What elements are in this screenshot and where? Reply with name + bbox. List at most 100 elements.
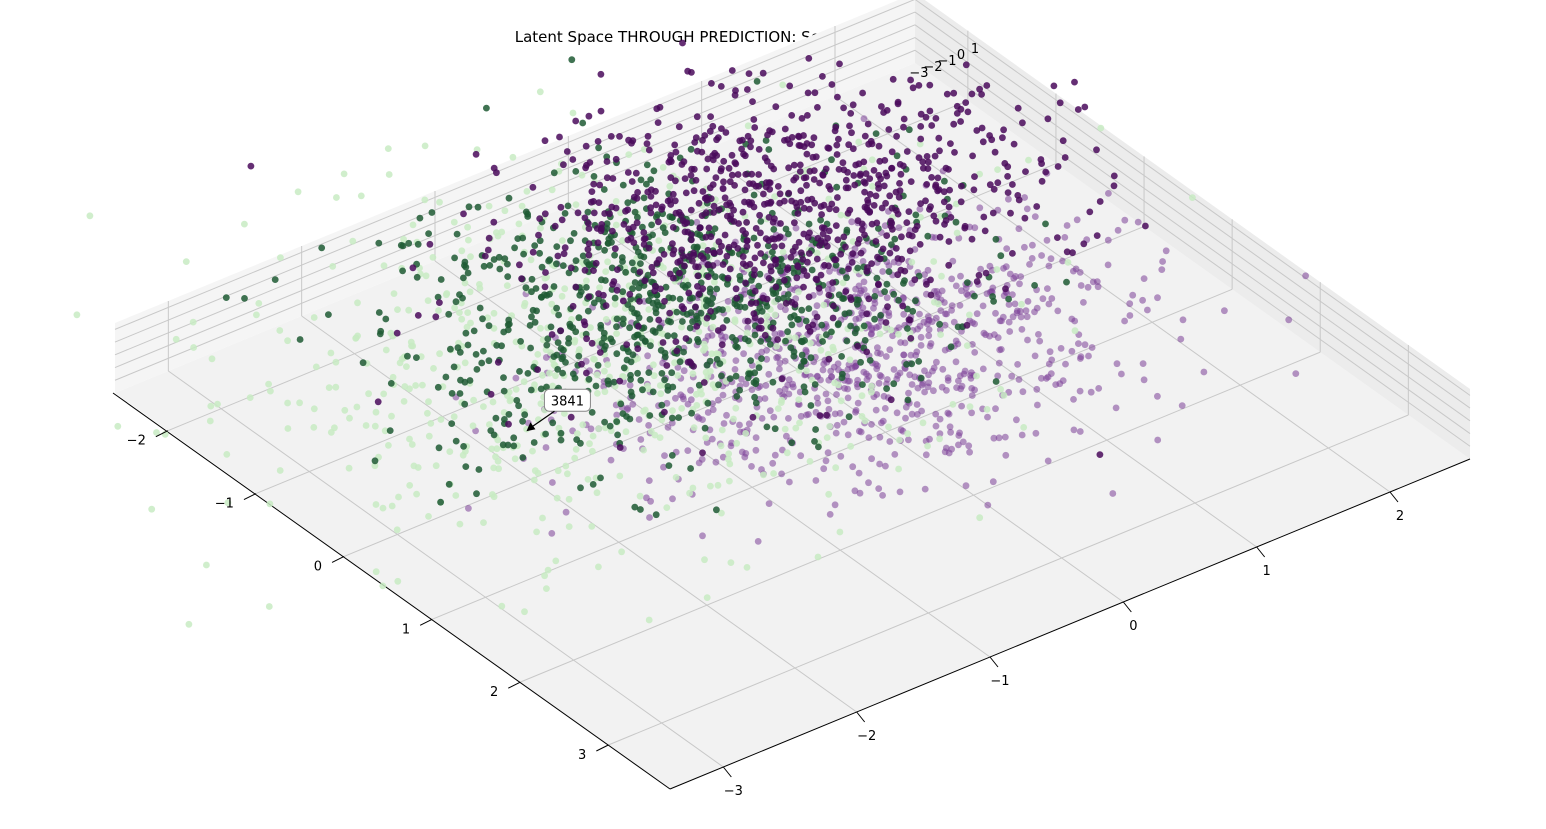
data-point xyxy=(928,174,935,181)
data-point xyxy=(222,294,230,301)
data-point xyxy=(613,411,621,419)
data-point xyxy=(898,233,905,241)
data-point xyxy=(619,315,627,323)
data-point xyxy=(494,457,502,465)
data-point xyxy=(630,266,638,274)
data-point xyxy=(701,344,709,352)
data-point xyxy=(792,174,800,182)
data-point xyxy=(752,446,760,454)
data-point xyxy=(761,331,769,339)
data-point xyxy=(658,206,665,213)
data-point xyxy=(989,478,997,486)
data-point xyxy=(601,210,609,217)
data-point xyxy=(852,362,860,370)
data-point xyxy=(681,175,689,183)
data-point xyxy=(800,267,808,275)
data-point xyxy=(569,156,577,163)
data-point xyxy=(833,391,840,398)
data-point xyxy=(602,316,610,323)
y-tick-mark xyxy=(1256,546,1266,558)
data-point xyxy=(859,258,867,265)
y-tick-mark xyxy=(1122,601,1132,613)
data-point xyxy=(961,367,969,375)
data-point xyxy=(695,328,703,336)
data-point xyxy=(844,385,851,393)
data-point xyxy=(1025,156,1032,164)
data-point xyxy=(590,209,598,217)
data-point xyxy=(914,411,921,418)
data-point xyxy=(585,293,593,300)
data-point xyxy=(547,323,555,331)
data-point xyxy=(917,200,924,208)
data-point xyxy=(678,161,686,168)
data-point xyxy=(656,382,664,389)
data-point xyxy=(536,237,544,245)
data-point xyxy=(950,89,958,97)
data-point xyxy=(613,286,621,294)
data-point xyxy=(1077,282,1085,289)
data-point xyxy=(1015,225,1023,233)
data-point xyxy=(682,189,690,197)
data-point xyxy=(536,249,543,257)
data-point xyxy=(800,383,808,391)
data-point xyxy=(838,374,846,382)
data-point xyxy=(875,379,883,387)
data-point xyxy=(774,295,782,303)
data-point xyxy=(780,294,787,302)
data-point xyxy=(678,303,686,310)
data-point xyxy=(750,116,758,123)
data-point xyxy=(612,198,620,205)
data-point xyxy=(794,268,802,276)
data-point xyxy=(988,136,996,144)
data-point xyxy=(844,168,851,176)
data-point xyxy=(385,171,393,178)
data-point xyxy=(878,419,885,427)
data-point xyxy=(515,402,522,410)
data-point xyxy=(896,488,904,496)
data-point xyxy=(990,434,998,442)
data-point xyxy=(705,224,713,232)
data-point xyxy=(539,514,546,522)
data-point xyxy=(872,360,880,368)
data-point xyxy=(576,291,584,299)
data-points xyxy=(73,39,1309,628)
data-point xyxy=(460,274,467,282)
data-point xyxy=(885,268,893,275)
data-point xyxy=(888,148,896,156)
data-point xyxy=(565,339,572,347)
data-point xyxy=(1096,451,1104,458)
data-point xyxy=(867,137,875,145)
data-point xyxy=(672,148,680,156)
data-point xyxy=(890,366,898,373)
data-point xyxy=(329,263,337,270)
data-point xyxy=(941,321,949,329)
data-point xyxy=(472,427,479,435)
data-point xyxy=(557,436,565,444)
data-point xyxy=(876,433,884,441)
data-point xyxy=(543,341,551,349)
data-point xyxy=(953,229,961,237)
data-point xyxy=(976,170,983,178)
data-point xyxy=(464,269,472,277)
data-point xyxy=(622,268,629,276)
data-point xyxy=(1023,205,1031,213)
data-point xyxy=(655,316,663,324)
data-point xyxy=(409,221,417,229)
data-point xyxy=(963,342,971,349)
data-point xyxy=(413,490,420,498)
data-point xyxy=(1045,300,1053,308)
data-point xyxy=(771,451,779,459)
data-point xyxy=(936,326,944,334)
data-point xyxy=(900,123,907,131)
data-point xyxy=(764,242,772,250)
data-point xyxy=(544,335,552,343)
data-point xyxy=(784,381,792,389)
data-point xyxy=(844,431,852,439)
data-point xyxy=(848,129,855,137)
data-point xyxy=(1221,307,1228,315)
data-point xyxy=(405,239,413,247)
data-point xyxy=(277,254,284,261)
data-point xyxy=(461,258,469,266)
data-point xyxy=(742,430,750,437)
data-point xyxy=(731,300,739,308)
